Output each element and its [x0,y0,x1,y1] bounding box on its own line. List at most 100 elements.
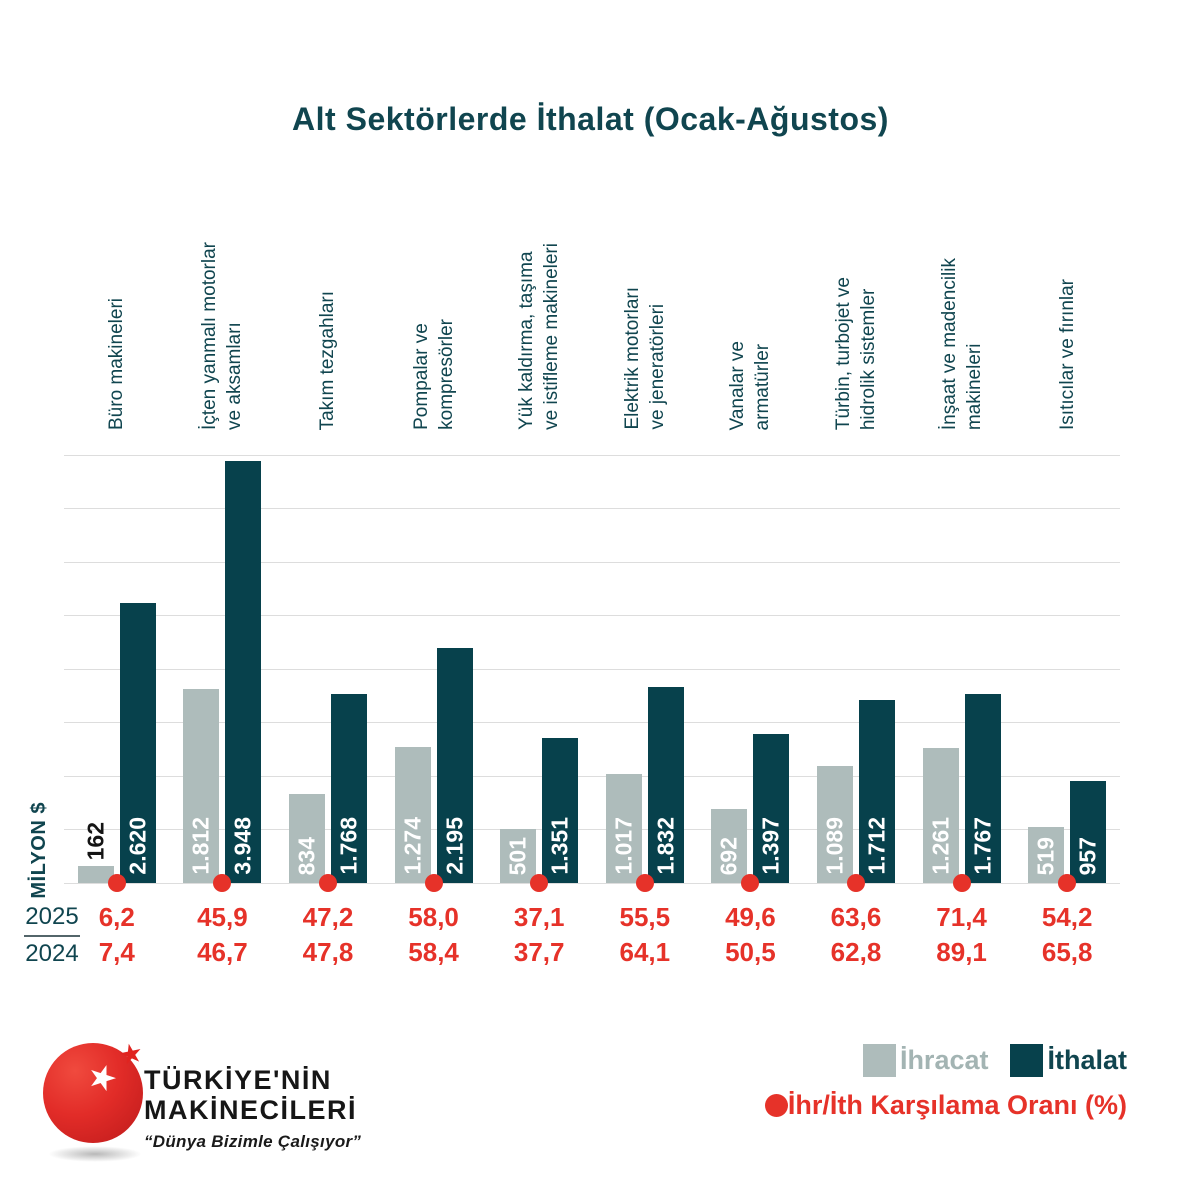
bar-group: 162 2.620 [64,455,170,883]
ratio-row-2025: 6,2 45,9 47,2 58,0 37,1 55,5 49,6 63,6 71,4 54,2 [64,902,1120,934]
gridline [64,561,1120,563]
ratio-marker-dot [635,874,654,892]
logo-circle: ★ ★ [43,1037,146,1143]
white-star-icon: ★ [81,1055,123,1101]
ratio-value: 6,2 [98,902,135,932]
category-label-text: Vanalar ve armatürler [727,340,774,430]
bar-value-label: 519 [1032,836,1059,875]
bar-group: 834 1.768 [275,455,381,883]
logo-tagline: “Dünya Bizimle Çalışıyor” [144,1132,362,1152]
legend-ratio-row: İhr/İth Karşılama Oranı (%) [764,1090,1127,1121]
ratio-value: 49,6 [725,902,776,932]
import-legend-label: İthalat [1047,1045,1127,1075]
y-axis-label: MİLYON $ [28,802,50,899]
ratio-value: 37,1 [513,902,565,932]
import-bar: 1.397 [753,734,790,883]
ratio-marker-dot [319,874,337,892]
ratio-dot-icon [764,1094,788,1117]
category-label-text: Yük kaldırma, taşıma ve istifleme makine… [516,243,563,430]
ratio-value: 64,1 [619,937,671,967]
ratio-value: 7,4 [98,937,135,967]
ratio-value: 62,8 [830,937,882,967]
year-label-2024: 2024 [25,939,79,967]
ratio-marker-dot [741,874,760,892]
export-legend-label: İhracat [899,1045,989,1075]
ratio-value: 55,5 [619,902,671,932]
legend-series-row: İhracat İthalat [765,1044,1127,1077]
bar-value-label: 2.620 [124,817,151,875]
bar-value-label: 834 [293,836,320,875]
ratio-marker-dot [530,874,549,892]
logo-line1: TÜRKİYE'NİN [144,1065,332,1095]
bar-value-label: 1.812 [187,817,214,875]
bar-group: 501 1.351 [486,455,592,883]
import-bar: 1.832 [647,687,684,883]
bar-group: 1.089 1.712 [803,455,909,883]
gridline [64,829,1120,830]
bar-value-label: 501 [504,836,531,875]
ratio-value: 46,7 [197,937,248,967]
export-bar: 1.017 [605,774,642,883]
export-bar: 519 [1028,827,1065,883]
import-swatch [1010,1044,1044,1077]
category-label: İçten yanmalı motorlar ve aksamları [170,172,276,430]
category-label-text: Türbin, turbojet ve hidrolik sistemler [832,276,879,430]
category-label: Büro makineleri [64,172,170,430]
bar-value-label: 1.089 [821,817,848,875]
import-bar: 957 [1070,781,1107,883]
import-bar: 2.620 [119,603,156,883]
gridline [64,722,1120,723]
category-label-text: Elektrik motorları ve jeneratörleri [621,287,668,430]
ratio-marker-dot [1058,874,1077,892]
logo-text: TÜRKİYE'NİN MAKİNECİLERİ “Dünya Bizimle … [144,1065,362,1152]
logo-shadow [48,1146,142,1162]
plot-area: 162 2.620 1.812 3.948 834 1.768 1.274 2.195 501 1… [64,454,1120,892]
export-bar: 1.274 [394,747,431,883]
bar-value-label: 1.768 [335,817,362,875]
ratio-value: 45,9 [197,902,248,932]
import-bar: 1.768 [330,694,367,883]
red-star-icon: ★ [116,1036,146,1072]
ratio-marker-dot [952,874,971,892]
export-bar: 162 [77,822,114,883]
ratio-value: 50,5 [725,937,776,967]
import-bar: 1.351 [542,738,579,883]
year-label-2025: 2025 [24,903,80,937]
brand-logo: ★ ★ TÜRKİYE'NİN MAKİNECİLERİ “Dünya Bizi… [40,1037,380,1175]
ratio-value: 63,6 [830,902,882,932]
bar-group: 1.261 1.767 [909,455,1015,883]
bar-value-label: 1.351 [546,817,573,875]
category-label: Elektrik motorları ve jeneratörleri [592,172,698,430]
category-label: Türbin, turbojet ve hidrolik sistemler [803,172,909,430]
import-bar: 1.712 [858,700,895,883]
category-label-text: Isıtıcılar ve fırınlar [1056,279,1078,430]
bar-value-label: 1.767 [969,817,996,875]
bar-value-label: 1.274 [399,817,426,875]
import-bar: 2.195 [436,648,473,883]
ratio-value: 65,8 [1041,937,1093,967]
ratio-year-labels: 2025 2024 [24,903,80,969]
category-label: Pompalar ve kompresörler [381,172,487,430]
gridline [64,882,1120,884]
ratio-marker-dot [847,874,865,892]
ratio-value: 71,4 [936,902,987,932]
export-bar: 692 [711,809,748,883]
category-label-text: Büro makineleri [106,298,128,430]
chart-title: Alt Sektörlerde İthalat (Ocak-Ağustos) [292,101,889,137]
ratio-marker-dot [107,874,126,892]
ratio-marker-dot [424,874,443,892]
export-bar: 1.089 [816,766,853,883]
logo-line2: MAKİNECİLERİ [144,1094,357,1125]
category-label: Isıtıcılar ve fırınlar [1014,172,1120,430]
category-label: Vanalar ve armatürler [698,172,804,430]
bar-group: 1.274 2.195 [381,455,487,883]
ratio-marker-dot [213,874,232,892]
bar-value-label: 957 [1074,836,1101,875]
bar-value-label: 2.195 [441,817,468,875]
bar-value-label: 3.948 [229,817,256,875]
ratio-row-2024: 7,4 46,7 47,8 58,4 37,7 64,1 50,5 62,8 89,1 65,8 [64,937,1120,969]
export-bar: 834 [288,794,325,883]
category-label-text: Takım tezgahları [317,290,339,430]
export-bar: 501 [500,829,537,883]
